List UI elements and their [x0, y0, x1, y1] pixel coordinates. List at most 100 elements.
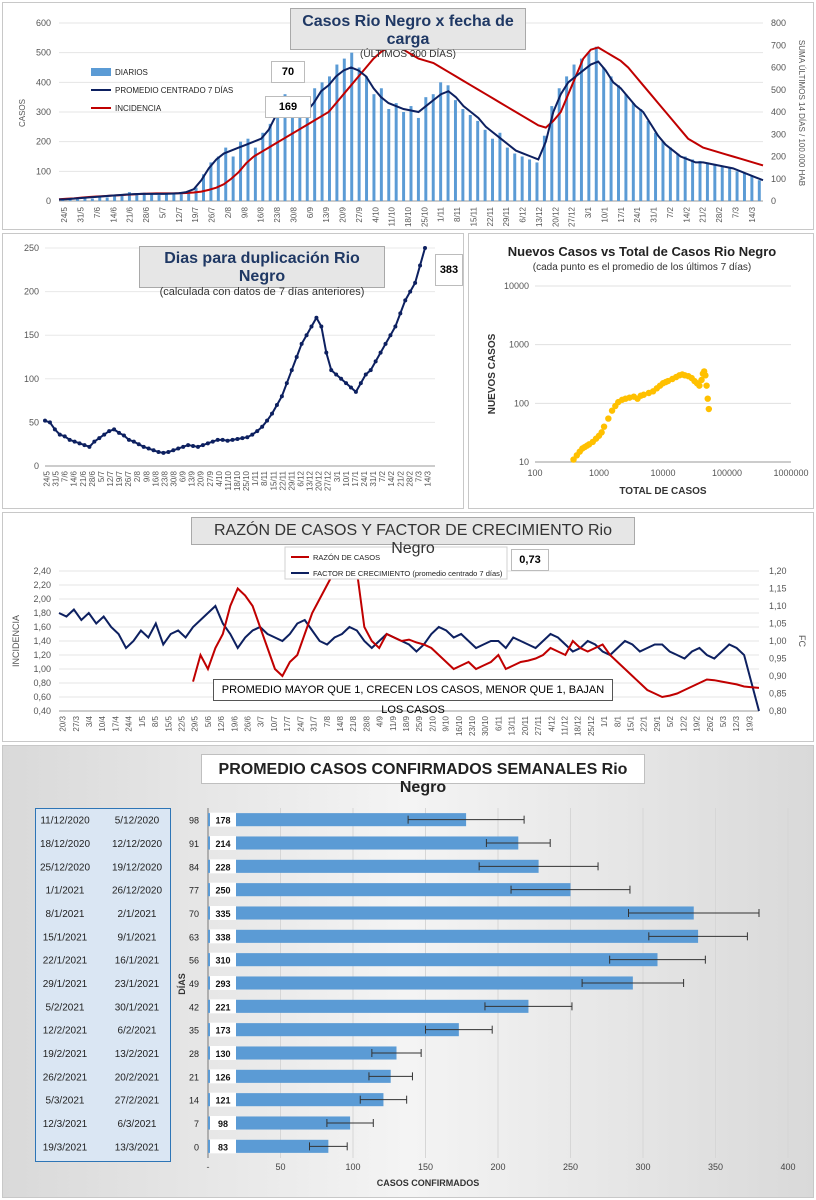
days-label: 0	[194, 1142, 199, 1152]
data-point	[97, 436, 102, 441]
x-tick-label: 22/1	[640, 715, 649, 731]
x-tick-label: 24/1	[633, 206, 642, 222]
bar-diarios	[565, 76, 569, 201]
date-end-label: 29/1/2021	[43, 979, 88, 990]
data-point	[225, 438, 230, 443]
data-point	[136, 442, 141, 447]
x-tick-label: 16/8	[151, 470, 160, 486]
chart1-value-box-1: 70	[271, 61, 305, 83]
x-tick-label: 19/6	[230, 715, 239, 731]
data-point	[230, 437, 235, 442]
bar-diarios	[335, 64, 339, 202]
bar-promedio	[208, 1116, 351, 1130]
y-tick-label: 1,80	[33, 608, 51, 618]
x-tick-label: 20/9	[339, 206, 348, 222]
x-tick-label: 13/9	[322, 206, 331, 222]
x-tick-label: 18/10	[233, 470, 242, 491]
x-tick-label: 19/3	[745, 715, 754, 731]
bar-value-bg	[210, 836, 236, 850]
x-tick-label: 18/10	[404, 206, 413, 227]
data-point	[146, 446, 151, 451]
date-end-label: 18/12/2020	[40, 839, 90, 850]
date-start-label: 6/3/2021	[118, 1119, 157, 1130]
bar-diarios	[439, 82, 443, 201]
bar-diarios	[416, 117, 420, 201]
days-label: 56	[189, 956, 199, 966]
data-point	[299, 341, 304, 346]
x-tick-label: 24/5	[43, 470, 52, 486]
chart-casos-diarios: 0 100 200 300 400 500 600 0 100 200 300 400 500 600 70…	[18, 18, 806, 227]
data-point	[418, 263, 423, 268]
x-tick-label: 21/6	[126, 206, 135, 222]
bar-diarios	[579, 58, 583, 201]
bar-value-bg	[210, 859, 236, 874]
data-point	[195, 444, 200, 449]
data-point	[373, 359, 378, 364]
chart2-title: Dias para duplicación Rio Negro	[164, 250, 360, 285]
x-tick-label: 100	[345, 1162, 360, 1172]
bar-diarios	[498, 132, 502, 201]
legend-label: INCIDENCIA	[115, 104, 162, 113]
data-point	[314, 315, 319, 320]
data-point	[348, 385, 353, 390]
y-tick-label: 2,40	[33, 566, 51, 576]
x-tick-label: 4/9	[376, 715, 385, 727]
data-point	[176, 446, 181, 451]
x-tick-label: 14/6	[70, 470, 79, 486]
data-point	[67, 437, 72, 442]
x-tick-label: 300	[635, 1162, 650, 1172]
x-tick-label: 4/10	[371, 206, 380, 222]
x-tick-label: 10/7	[270, 715, 279, 731]
scatter-point	[605, 415, 612, 422]
bar-value-bg	[210, 1139, 236, 1154]
bar-diarios	[468, 114, 472, 201]
bar-diarios	[646, 120, 650, 201]
scatter-point	[600, 423, 608, 430]
y2-tick-label: 800	[771, 18, 786, 28]
date-list-box	[35, 808, 171, 1162]
bar-value-bg	[210, 1046, 236, 1060]
chart1-title-box: Casos Rio Negro x fecha de carga (ÚLTIMO…	[290, 8, 526, 60]
x-tick-label: 12/6	[217, 715, 226, 731]
bar-value-label: 83	[218, 1142, 228, 1152]
series-factor-line	[58, 604, 760, 712]
x-tick-label: 19/7	[191, 206, 200, 222]
data-point	[403, 298, 408, 303]
date-start-label: 6/2/2021	[118, 1026, 157, 1037]
y-tick-label: 0,80	[33, 678, 51, 688]
chart2-value-box: 383	[435, 254, 463, 286]
legend-label: DIARIOS	[115, 68, 148, 77]
bar-value-bg	[210, 952, 236, 967]
bar-diarios	[594, 46, 598, 201]
bar-diarios	[187, 192, 191, 201]
x-tick-label: 1/11	[251, 470, 260, 486]
data-point	[329, 368, 334, 373]
x-tick-label: 13/9	[188, 470, 197, 486]
bar-diarios	[261, 132, 265, 201]
bar-value-bg	[210, 906, 236, 920]
data-point	[255, 429, 260, 434]
x-tick-label: 7/6	[61, 470, 70, 482]
x-tick-label: 5/3	[719, 715, 728, 727]
x-tick-label: 17/7	[283, 715, 292, 731]
bar-diarios	[328, 76, 331, 201]
legend-label: RAZÓN DE CASOS	[313, 553, 380, 562]
bar-diarios	[76, 199, 80, 201]
x-tick-label: 30/8	[170, 470, 179, 486]
data-point	[235, 436, 240, 441]
y2-tick-label: 100	[771, 174, 786, 184]
bar-promedio	[208, 953, 658, 967]
legend-label: FACTOR DE CRECIMIENTO (promedio centrado…	[313, 569, 503, 578]
data-point	[270, 411, 275, 416]
x-tick-label: 15/11	[269, 470, 278, 490]
x-tick-label: 31/5	[77, 206, 86, 222]
bar-value-label: 338	[215, 932, 230, 942]
panel-razon-casos: 0,40 0,60 0,80 1,00 1,20 1,40 1,60 1,80 2,00 2,20…	[2, 512, 814, 742]
data-point	[220, 437, 225, 442]
y-tick-label: 0,40	[33, 706, 51, 716]
days-label: 98	[189, 816, 199, 826]
bar-diarios	[542, 135, 546, 201]
data-point	[77, 441, 82, 446]
y-tick-label: 100	[514, 398, 529, 408]
